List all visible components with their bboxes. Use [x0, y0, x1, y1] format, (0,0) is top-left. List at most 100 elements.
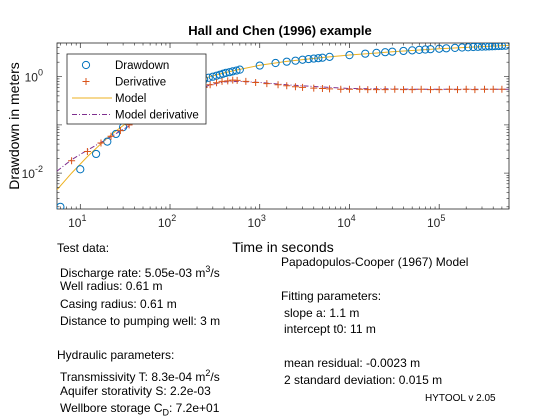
- drawdown-point: [76, 165, 85, 174]
- derivative-point: [263, 80, 271, 88]
- drawdown-point: [232, 66, 241, 75]
- drawdown-point: [469, 43, 478, 52]
- legend-box: [66, 53, 207, 125]
- drawdown-point: [345, 51, 354, 60]
- transmissivity-unit: /s: [210, 370, 220, 384]
- derivative-point: [381, 86, 389, 94]
- derivative-point: [462, 85, 470, 93]
- derivative-point: [318, 84, 326, 92]
- derivative-point: [274, 81, 282, 89]
- drawdown-point: [215, 70, 225, 79]
- derivative-point: [399, 86, 407, 94]
- derivative-point: [310, 84, 318, 92]
- transmissivity: Transmissivity T: 8.3e-04 m2/s: [60, 366, 220, 384]
- x-tick-label: 105: [427, 213, 445, 230]
- drawdown-point: [361, 49, 370, 58]
- drawdown-point: [235, 65, 244, 74]
- drawdown-point: [442, 44, 451, 53]
- hydraulic-header: Hydraulic parameters:: [57, 348, 175, 362]
- legend-marker-drawdown: [81, 60, 91, 70]
- legend-marker-derivative: [82, 78, 90, 85]
- derivative-point: [242, 77, 250, 85]
- derivative-point: [426, 86, 434, 94]
- drawdown-point: [388, 47, 397, 56]
- drawdown-point: [57, 202, 65, 209]
- drawdown-point: [488, 43, 497, 51]
- y-tick-label: 100: [25, 68, 43, 85]
- x-axis-label: Time in seconds: [232, 239, 333, 255]
- drawdown-point: [457, 43, 467, 52]
- fitting-header: Fitting parameters:: [281, 289, 382, 303]
- derivative-point: [337, 85, 345, 93]
- derivative-point: [498, 85, 506, 93]
- derivative-point: [391, 85, 399, 93]
- chart-title: Hall and Chen (1996) example: [188, 23, 372, 38]
- derivative-point: [83, 148, 91, 156]
- drawdown-point: [501, 43, 509, 50]
- drawdown-point: [473, 43, 482, 51]
- drawdown-point: [421, 45, 430, 54]
- drawdown-point: [304, 54, 313, 64]
- drawdown-point: [426, 45, 435, 54]
- drawdown-point: [497, 43, 506, 50]
- transmissivity-text: Transmissivity T: 8.3e-04 m: [60, 370, 206, 384]
- legend-label: Drawdown: [115, 60, 169, 72]
- drawdown-point: [255, 61, 264, 70]
- y-tick-label: 10-2: [22, 164, 43, 181]
- drawdown-point: [463, 43, 473, 52]
- wellbore-text: Wellbore storage C: [60, 401, 163, 415]
- drawdown-point: [372, 48, 381, 57]
- legend-label: Derivative: [115, 77, 166, 89]
- well-radius: Well radius: 0.61 m: [60, 279, 163, 293]
- derivative-point: [417, 85, 425, 93]
- drawdown-point: [399, 46, 408, 56]
- drawdown-point: [415, 45, 424, 54]
- x-tick-label: 102: [158, 213, 176, 230]
- derivative-point: [107, 132, 115, 140]
- derivative-point: [224, 77, 232, 85]
- drawdown-point: [282, 57, 291, 66]
- derivative-point: [364, 86, 372, 94]
- drawdown-point: [103, 137, 112, 146]
- derivative-point: [345, 85, 353, 93]
- derivative-point: [489, 85, 497, 93]
- drawdown-point: [271, 58, 280, 68]
- storativity: Aquifer storativity S: 2.2e-03: [60, 384, 211, 398]
- drawdown-point: [298, 55, 307, 64]
- derivative-point: [326, 85, 334, 93]
- derivative-point: [299, 83, 307, 91]
- discharge-rate-unit: /s: [210, 266, 220, 280]
- derivative-point: [68, 157, 76, 165]
- version-label: HYTOOL v 2.05: [425, 393, 496, 404]
- derivative-point: [97, 139, 105, 147]
- derivative-point: [453, 86, 461, 94]
- derivative-point: [408, 86, 416, 94]
- wellbore-value: : 7.2e+01: [169, 401, 220, 415]
- derivative-point: [283, 82, 291, 90]
- wellbore-sub: D: [162, 407, 170, 418]
- discharge-rate-text: Discharge rate: 5.05e-03 m: [60, 266, 206, 280]
- x-tick-label: 104: [337, 213, 355, 230]
- legend: Drawdown Derivative Model Model derivative: [66, 53, 207, 125]
- derivative-point: [206, 81, 214, 89]
- derivative-point: [218, 77, 226, 85]
- x-tick-label: 101: [68, 213, 86, 230]
- derivative-point: [445, 85, 453, 93]
- derivative-point: [372, 86, 380, 94]
- drawdown-point: [309, 54, 318, 63]
- derivative-point: [471, 86, 479, 94]
- mean-residual: mean residual: -0.0023 m: [284, 356, 421, 370]
- drawdown-point: [91, 149, 101, 159]
- derivative-point: [481, 85, 489, 93]
- discharge-rate: Discharge rate: 5.05e-03 m3/s: [60, 262, 220, 280]
- drawdown-point: [111, 129, 121, 139]
- x-tick-label: 103: [248, 213, 266, 230]
- derivative-point: [252, 78, 260, 86]
- derivative-point: [291, 83, 299, 91]
- legend-label: Model: [115, 93, 146, 105]
- derivative-point: [213, 79, 221, 87]
- discharge-rate-exp: 3: [205, 264, 211, 274]
- drawdown-point: [481, 43, 490, 51]
- distance-to-well: Distance to pumping well: 3 m: [60, 314, 221, 328]
